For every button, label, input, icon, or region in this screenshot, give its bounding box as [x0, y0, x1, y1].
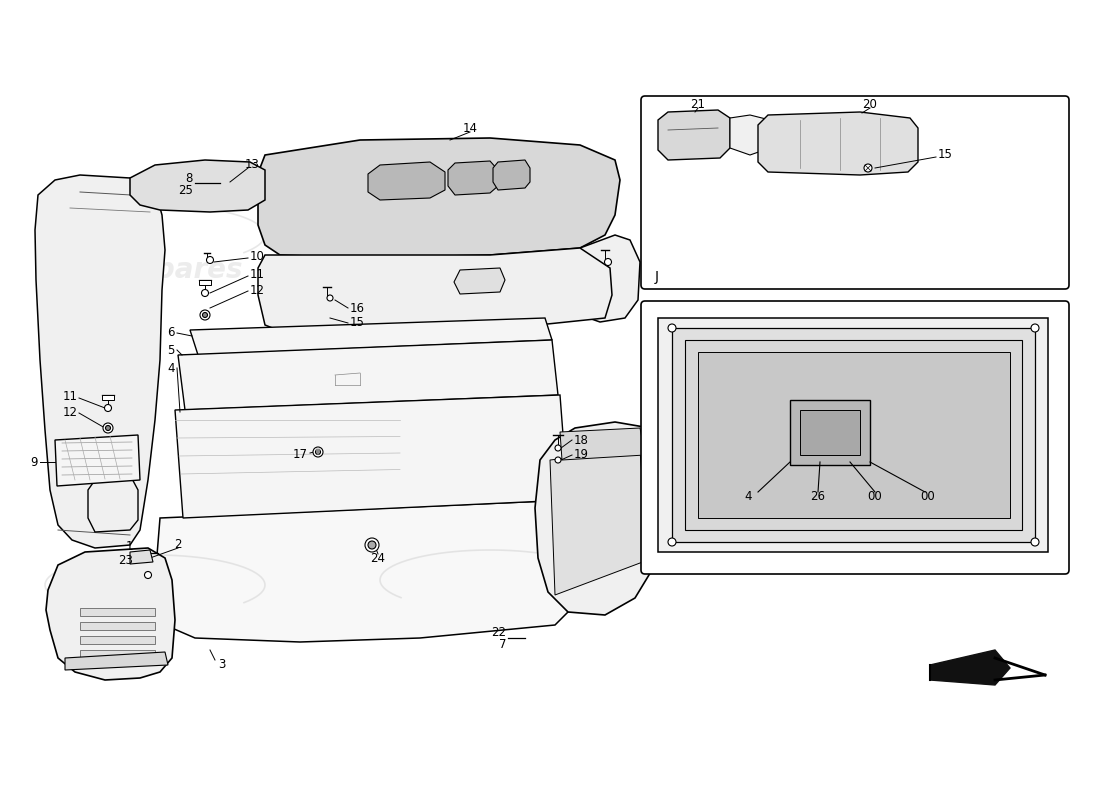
Text: 4: 4	[167, 362, 175, 374]
Circle shape	[207, 257, 213, 263]
Circle shape	[365, 538, 380, 552]
FancyBboxPatch shape	[641, 96, 1069, 289]
Polygon shape	[493, 160, 530, 190]
Polygon shape	[80, 636, 155, 644]
Polygon shape	[930, 650, 1010, 685]
Circle shape	[864, 164, 872, 172]
Polygon shape	[258, 138, 620, 258]
Polygon shape	[448, 161, 498, 195]
Text: 12: 12	[63, 406, 78, 418]
Text: 24: 24	[371, 551, 385, 565]
Text: 11: 11	[250, 269, 265, 282]
Text: 1: 1	[125, 541, 133, 554]
Text: 00: 00	[921, 490, 935, 503]
Circle shape	[104, 405, 111, 411]
Circle shape	[144, 571, 152, 578]
Polygon shape	[155, 500, 580, 642]
Polygon shape	[698, 352, 1010, 518]
Circle shape	[327, 295, 333, 301]
Text: 17: 17	[293, 449, 308, 462]
Circle shape	[316, 450, 320, 454]
Polygon shape	[316, 449, 320, 455]
Polygon shape	[190, 318, 552, 355]
Polygon shape	[685, 340, 1022, 530]
Polygon shape	[790, 400, 870, 465]
Polygon shape	[130, 160, 265, 212]
Text: eurospares: eurospares	[67, 586, 243, 614]
Polygon shape	[758, 112, 918, 175]
Text: 23: 23	[118, 554, 133, 566]
Polygon shape	[368, 162, 446, 200]
Polygon shape	[178, 340, 558, 410]
Circle shape	[314, 447, 323, 457]
Polygon shape	[672, 328, 1035, 542]
Polygon shape	[658, 318, 1048, 552]
Circle shape	[200, 310, 210, 320]
Text: 12: 12	[250, 283, 265, 297]
Polygon shape	[730, 115, 770, 155]
Polygon shape	[80, 608, 155, 616]
Text: 20: 20	[862, 98, 878, 111]
Text: 6: 6	[167, 326, 175, 339]
Circle shape	[1031, 324, 1040, 332]
Polygon shape	[175, 395, 568, 518]
Polygon shape	[258, 248, 612, 335]
Circle shape	[556, 445, 561, 451]
Text: J: J	[654, 270, 659, 284]
Circle shape	[668, 324, 676, 332]
Polygon shape	[199, 280, 211, 285]
Polygon shape	[535, 422, 660, 615]
Text: 10: 10	[250, 250, 265, 263]
Polygon shape	[55, 435, 140, 486]
Text: 22: 22	[491, 626, 506, 638]
Text: 4: 4	[745, 490, 751, 503]
Text: 19: 19	[574, 449, 589, 462]
Text: 15: 15	[938, 149, 953, 162]
Text: 00: 00	[868, 490, 882, 503]
Text: 13: 13	[244, 158, 260, 171]
Polygon shape	[550, 450, 648, 595]
Text: 8: 8	[186, 171, 192, 185]
Text: 7: 7	[498, 638, 506, 650]
Text: 3: 3	[218, 658, 226, 671]
Polygon shape	[88, 475, 138, 532]
FancyBboxPatch shape	[641, 301, 1069, 574]
Polygon shape	[35, 175, 165, 548]
Circle shape	[202, 313, 208, 318]
Polygon shape	[46, 548, 175, 680]
Text: 21: 21	[691, 98, 705, 111]
Text: 2: 2	[174, 538, 182, 551]
Polygon shape	[80, 622, 155, 630]
Polygon shape	[568, 235, 640, 322]
Text: 14: 14	[462, 122, 477, 134]
Text: 25: 25	[178, 183, 192, 197]
Text: 11: 11	[63, 390, 78, 403]
Circle shape	[668, 538, 676, 546]
Circle shape	[103, 423, 113, 433]
Text: eurospares: eurospares	[403, 196, 578, 224]
Text: 26: 26	[811, 490, 825, 503]
Circle shape	[556, 457, 561, 463]
Polygon shape	[658, 110, 730, 160]
Polygon shape	[65, 652, 168, 670]
Polygon shape	[800, 410, 860, 455]
Circle shape	[1031, 538, 1040, 546]
Polygon shape	[560, 428, 645, 460]
Circle shape	[106, 426, 110, 430]
Polygon shape	[454, 268, 505, 294]
Text: eurospares: eurospares	[403, 576, 578, 604]
Polygon shape	[102, 395, 114, 400]
Text: 18: 18	[574, 434, 589, 446]
Polygon shape	[130, 550, 153, 564]
Text: 16: 16	[350, 302, 365, 314]
Polygon shape	[80, 650, 155, 658]
Text: 15: 15	[350, 315, 365, 329]
Circle shape	[605, 258, 612, 266]
Text: 9: 9	[31, 455, 38, 469]
Circle shape	[368, 541, 376, 549]
Text: eurospares: eurospares	[67, 256, 243, 284]
Text: 5: 5	[167, 343, 175, 357]
Circle shape	[201, 290, 209, 297]
Text: 15: 15	[668, 563, 683, 577]
